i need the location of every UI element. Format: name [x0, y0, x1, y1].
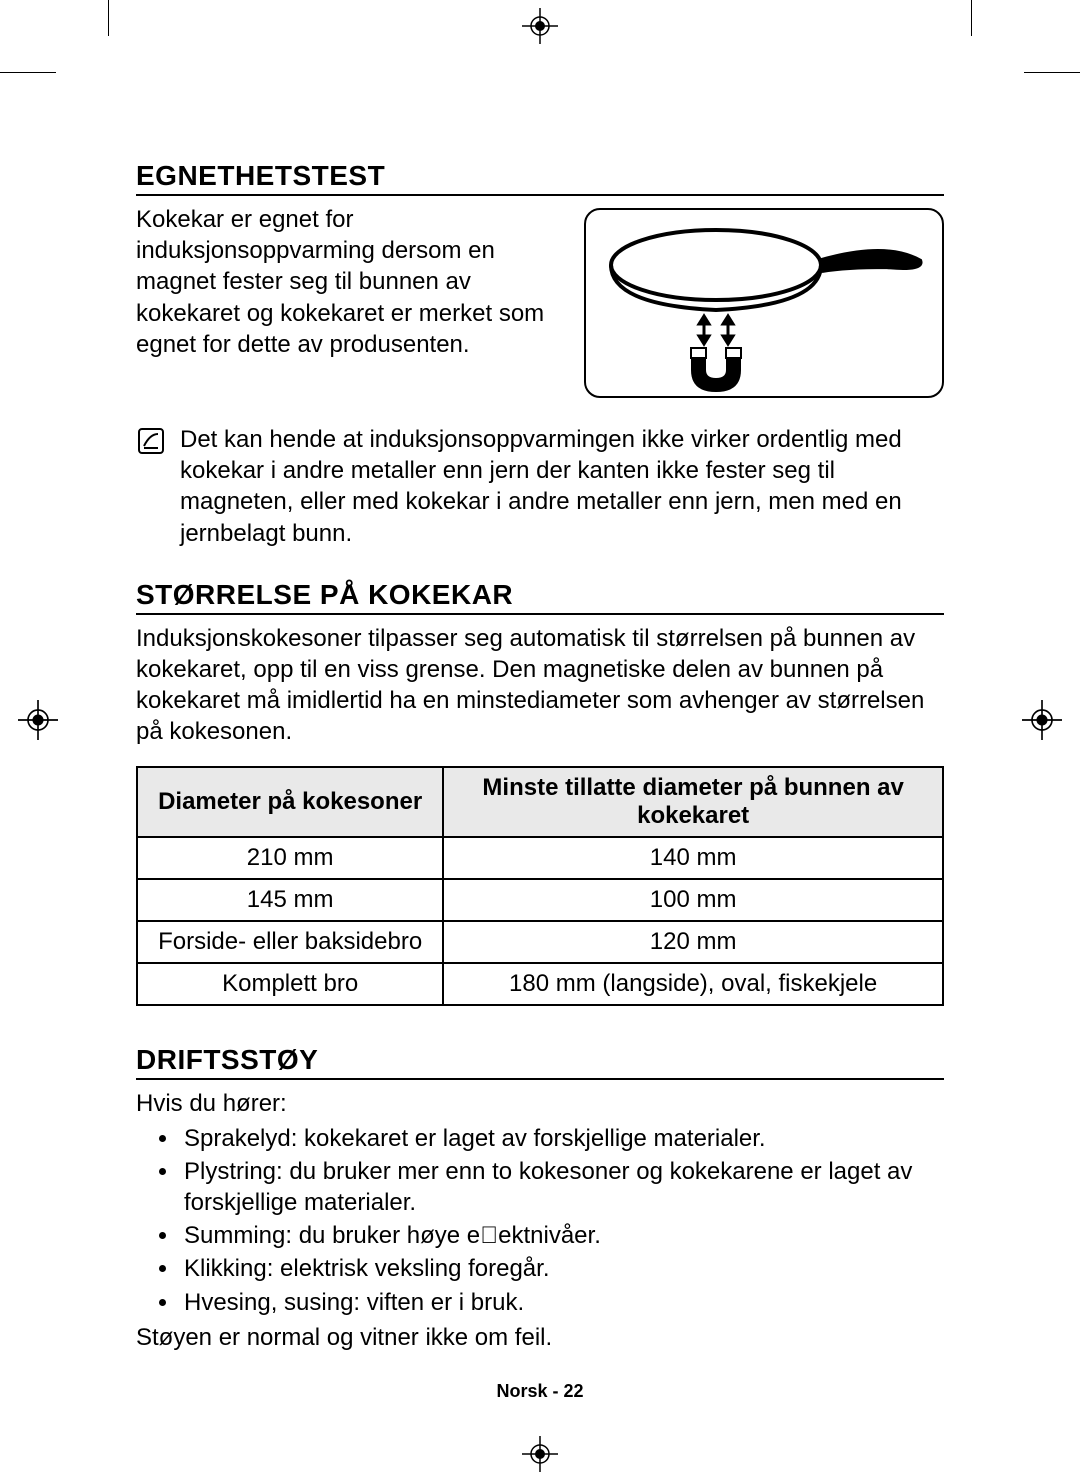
table-row: 145 mm 100 mm [137, 879, 943, 921]
table-cell: 180 mm (langside), oval, fiskekjele [443, 963, 943, 1005]
noise-bullet-list: Sprakelyd: kokekaret er laget av forskje… [136, 1123, 944, 1318]
table-cell: 145 mm [137, 879, 443, 921]
crop-mark [0, 72, 56, 73]
crop-mark [1024, 72, 1080, 73]
table-row: Forside- eller baksidebro 120 mm [137, 921, 943, 963]
section2-paragraph: Induksjonskokesoner tilpasser seg automa… [136, 623, 944, 748]
page-footer: Norsk - 22 [136, 1381, 944, 1402]
section3-outro: Støyen er normal og vitner ikke om feil. [136, 1322, 944, 1353]
list-item: Sprakelyd: kokekaret er laget av forskje… [180, 1123, 944, 1154]
section1-paragraph: Kokekar er egnet for induksjonsoppvarmin… [136, 204, 564, 360]
heading-egnethetstest: EGNETHETSTEST [136, 160, 944, 196]
table-header: Diameter på kokesoner [137, 767, 443, 837]
note-row: Det kan hende at induksjonsoppvarmingen … [136, 424, 944, 549]
heading-storrelse: STØRRELSE PÅ KOKEKAR [136, 579, 944, 615]
table-cell: 210 mm [137, 837, 443, 879]
table-cell: 140 mm [443, 837, 943, 879]
table-cell: 100 mm [443, 879, 943, 921]
pan-magnet-illustration [584, 208, 944, 398]
registration-mark-icon [1022, 700, 1062, 740]
note-icon [136, 426, 166, 456]
crop-mark [971, 0, 972, 36]
registration-mark-icon [18, 700, 58, 740]
note-text: Det kan hende at induksjonsoppvarmingen … [180, 424, 944, 549]
page-content: EGNETHETSTEST Kokekar er egnet for induk… [136, 160, 944, 1402]
table-header-row: Diameter på kokesoner Minste tillatte di… [137, 767, 943, 837]
list-item: Klikking: elektrisk veksling foregår. [180, 1253, 944, 1284]
cookware-size-table: Diameter på kokesoner Minste tillatte di… [136, 766, 944, 1006]
table-row: Komplett bro 180 mm (langside), oval, fi… [137, 963, 943, 1005]
section1-row: Kokekar er egnet for induksjonsoppvarmin… [136, 204, 944, 398]
registration-mark-icon [522, 8, 558, 44]
list-item: Hvesing, susing: viften er i bruk. [180, 1287, 944, 1318]
list-item: Plystring: du bruker mer enn to kokesone… [180, 1156, 944, 1218]
section3-intro: Hvis du hører: [136, 1088, 944, 1119]
table-cell: Komplett bro [137, 963, 443, 1005]
table-cell: Forside- eller baksidebro [137, 921, 443, 963]
table-header: Minste tillatte diameter på bunnen av ko… [443, 767, 943, 837]
registration-mark-icon [522, 1436, 558, 1472]
table-cell: 120 mm [443, 921, 943, 963]
heading-driftsstoy: DRIFTSSTØY [136, 1044, 944, 1080]
table-row: 210 mm 140 mm [137, 837, 943, 879]
list-item: Summing: du bruker høye e ektnivåer. [180, 1220, 944, 1251]
crop-mark [108, 0, 109, 36]
